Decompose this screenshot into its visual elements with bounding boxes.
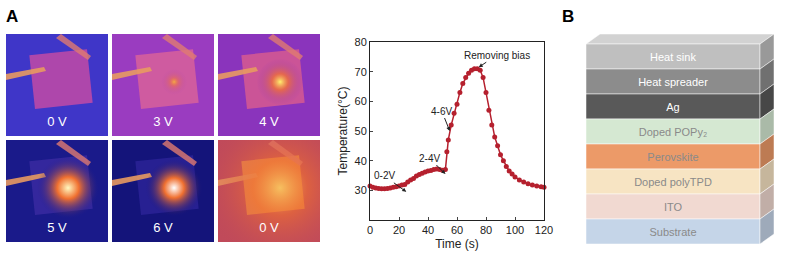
svg-text:Heat spreader: Heat spreader [638, 76, 708, 88]
svg-text:Time (s): Time (s) [435, 237, 479, 251]
svg-text:60: 60 [355, 95, 367, 107]
svg-text:0-2V: 0-2V [374, 170, 395, 181]
svg-text:Temperature(°C): Temperature(°C) [336, 87, 350, 176]
svg-text:120: 120 [535, 224, 553, 236]
svg-text:6 V: 6 V [153, 220, 173, 235]
svg-text:20: 20 [393, 224, 405, 236]
svg-text:50: 50 [355, 125, 367, 137]
svg-text:Ag: Ag [666, 101, 679, 113]
svg-text:80: 80 [480, 224, 492, 236]
svg-text:70: 70 [355, 66, 367, 78]
svg-text:60: 60 [451, 224, 463, 236]
svg-text:Doped POPy₂: Doped POPy₂ [639, 126, 707, 138]
svg-text:Heat sink: Heat sink [650, 51, 696, 63]
svg-text:4 V: 4 V [259, 114, 279, 129]
svg-text:80: 80 [355, 36, 367, 48]
svg-text:2-4V: 2-4V [419, 153, 440, 164]
svg-text:40: 40 [422, 224, 434, 236]
svg-text:Substrate: Substrate [649, 226, 696, 238]
svg-text:3 V: 3 V [153, 114, 173, 129]
svg-text:40: 40 [355, 155, 367, 167]
svg-text:A: A [6, 7, 18, 26]
svg-text:100: 100 [506, 224, 524, 236]
svg-text:0: 0 [367, 224, 373, 236]
svg-text:5 V: 5 V [47, 220, 67, 235]
svg-text:ITO: ITO [664, 201, 683, 213]
svg-text:0 V: 0 V [259, 220, 279, 235]
svg-text:B: B [562, 7, 574, 26]
svg-text:Removing bias: Removing bias [464, 50, 530, 61]
svg-text:4-6V: 4-6V [431, 106, 452, 117]
svg-text:Perovskite: Perovskite [647, 151, 698, 163]
svg-text:Doped polyTPD: Doped polyTPD [634, 176, 712, 188]
svg-text:30: 30 [355, 184, 367, 196]
svg-text:0 V: 0 V [47, 114, 67, 129]
